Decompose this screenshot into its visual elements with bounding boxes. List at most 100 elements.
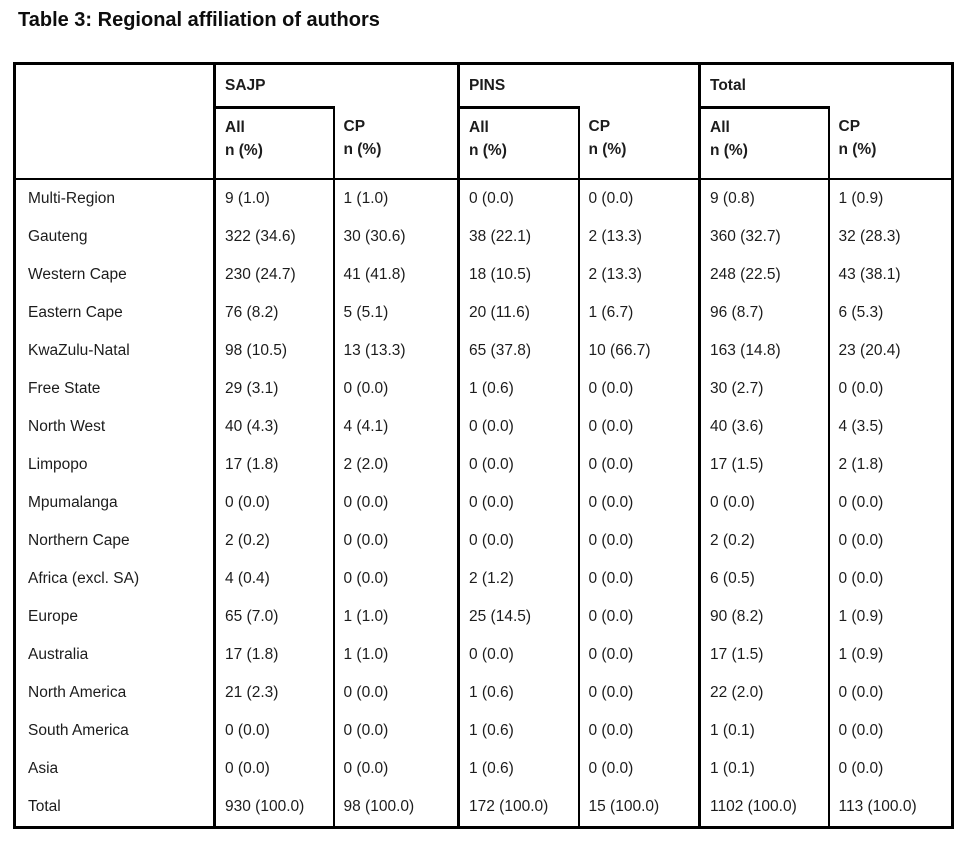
regional-affiliation-table: SAJP PINS Total All n (%) CP n (%) All n… [13, 62, 954, 829]
cell-sajp-cp: 1 (1.0) [343, 608, 389, 625]
column-header-unit: n (%) [588, 140, 627, 158]
table-row: Africa (excl. SA) 4 (0.4) 0 (0.0) 2 (1.2… [15, 560, 953, 598]
cell-total-all: 17 (1.5) [698, 636, 830, 674]
cell-pins-cp: 0 (0.0) [588, 380, 634, 397]
group-header-row: SAJP PINS Total [15, 63, 953, 108]
cell-sajp-cp: 0 (0.0) [343, 570, 389, 587]
column-header-total-cp: CP n (%) [829, 108, 953, 180]
cell-total-all: 360 (32.7) [698, 218, 830, 256]
column-header-label: CP [588, 117, 611, 135]
cell-sajp-all: 98 (10.5) [213, 332, 335, 370]
cell-pins-all: 65 (37.8) [457, 332, 580, 370]
cell-sajp-all: 230 (24.7) [213, 256, 335, 294]
cell-total-cp: 43 (38.1) [838, 266, 901, 283]
column-header-unit: n (%) [343, 140, 382, 158]
cell-total-cp: 6 (5.3) [838, 304, 884, 321]
cell-total-cp: 0 (0.0) [838, 760, 884, 777]
region-label: South America [28, 722, 129, 739]
cell-total-cp: 1 (0.9) [838, 608, 884, 625]
cell-pins-all: 1 (0.6) [457, 674, 580, 712]
cell-sajp-all: 930 (100.0) [213, 788, 335, 828]
region-label: Asia [28, 760, 59, 777]
cell-total-all: 2 (0.2) [698, 522, 830, 560]
cell-total-cp: 4 (3.5) [838, 418, 884, 435]
sub-header-row: All n (%) CP n (%) All n (%) CP n (%) Al… [15, 106, 953, 180]
column-header-sajp-all: All n (%) [213, 106, 335, 179]
cell-total-cp: 0 (0.0) [838, 570, 884, 587]
region-label: Australia [28, 646, 89, 663]
column-header-pins-cp: CP n (%) [579, 108, 700, 180]
cell-total-cp: 0 (0.0) [838, 494, 884, 511]
cell-sajp-cp: 41 (41.8) [343, 266, 406, 283]
cell-pins-cp: 0 (0.0) [588, 608, 634, 625]
region-label: Mpumalanga [28, 494, 118, 511]
column-header-pins-all: All n (%) [457, 106, 580, 179]
table-row: Asia 0 (0.0) 0 (0.0) 1 (0.6) 0 (0.0) 1 (… [15, 750, 953, 788]
cell-sajp-all: 29 (3.1) [213, 370, 335, 408]
cell-sajp-all: 17 (1.8) [213, 636, 335, 674]
cell-pins-cp: 10 (66.7) [588, 342, 651, 359]
column-header-sajp-cp: CP n (%) [334, 108, 459, 180]
cell-sajp-cp: 0 (0.0) [343, 760, 389, 777]
cell-sajp-cp: 0 (0.0) [343, 380, 389, 397]
table-row: Eastern Cape 76 (8.2) 5 (5.1) 20 (11.6) … [15, 294, 953, 332]
table-row: Total 930 (100.0) 98 (100.0) 172 (100.0)… [15, 788, 953, 828]
cell-total-cp: 32 (28.3) [838, 228, 901, 245]
cell-sajp-all: 4 (0.4) [213, 560, 335, 598]
cell-pins-cp: 0 (0.0) [588, 646, 634, 663]
cell-pins-cp: 0 (0.0) [588, 532, 634, 549]
cell-total-cp: 113 (100.0) [838, 798, 917, 815]
cell-pins-all: 2 (1.2) [457, 560, 580, 598]
cell-pins-all: 0 (0.0) [457, 179, 580, 218]
cell-pins-cp: 0 (0.0) [588, 684, 634, 701]
cell-sajp-cp: 13 (13.3) [343, 342, 406, 359]
cell-total-cp: 0 (0.0) [838, 380, 884, 397]
table-row: Northern Cape 2 (0.2) 0 (0.0) 0 (0.0) 0 … [15, 522, 953, 560]
cell-pins-all: 0 (0.0) [457, 636, 580, 674]
region-label: Western Cape [28, 266, 127, 283]
table-row: Multi-Region 9 (1.0) 1 (1.0) 0 (0.0) 0 (… [15, 179, 953, 218]
region-label: Eastern Cape [28, 304, 123, 321]
cell-sajp-all: 17 (1.8) [213, 446, 335, 484]
table-row: Gauteng 322 (34.6) 30 (30.6) 38 (22.1) 2… [15, 218, 953, 256]
table-row: Mpumalanga 0 (0.0) 0 (0.0) 0 (0.0) 0 (0.… [15, 484, 953, 522]
cell-pins-all: 0 (0.0) [457, 484, 580, 522]
cell-pins-all: 0 (0.0) [457, 408, 580, 446]
cell-pins-all: 0 (0.0) [457, 522, 580, 560]
cell-pins-cp: 0 (0.0) [588, 456, 634, 473]
cell-total-cp: 23 (20.4) [838, 342, 901, 359]
cell-sajp-cp: 30 (30.6) [343, 228, 406, 245]
cell-sajp-cp: 2 (2.0) [343, 456, 389, 473]
column-header-label: CP [838, 117, 861, 135]
cell-total-cp: 2 (1.8) [838, 456, 884, 473]
column-header-label: All [225, 119, 245, 136]
table-row: North West 40 (4.3) 4 (4.1) 0 (0.0) 0 (0… [15, 408, 953, 446]
cell-sajp-all: 0 (0.0) [213, 484, 335, 522]
cell-pins-cp: 0 (0.0) [588, 418, 634, 435]
column-header-label: CP [343, 117, 366, 135]
cell-pins-all: 20 (11.6) [457, 294, 580, 332]
column-group-pins: PINS [457, 63, 700, 108]
cell-pins-all: 25 (14.5) [457, 598, 580, 636]
region-label: North America [28, 684, 127, 701]
cell-pins-cp: 0 (0.0) [588, 760, 634, 777]
cell-pins-all: 172 (100.0) [457, 788, 580, 828]
cell-sajp-cp: 4 (4.1) [343, 418, 389, 435]
cell-total-all: 6 (0.5) [698, 560, 830, 598]
cell-total-all: 1 (0.1) [698, 712, 830, 750]
column-header-unit: n (%) [710, 142, 748, 159]
region-label: Northern Cape [28, 532, 130, 549]
cell-total-cp: 0 (0.0) [838, 684, 884, 701]
cell-sajp-all: 9 (1.0) [213, 179, 335, 218]
cell-sajp-cp: 5 (5.1) [343, 304, 389, 321]
cell-pins-cp: 1 (6.7) [588, 304, 634, 321]
column-header-label: All [710, 119, 730, 136]
cell-pins-cp: 0 (0.0) [588, 190, 634, 207]
cell-sajp-all: 40 (4.3) [213, 408, 335, 446]
cell-pins-all: 1 (0.6) [457, 370, 580, 408]
cell-pins-all: 0 (0.0) [457, 446, 580, 484]
column-header-unit: n (%) [469, 142, 507, 159]
column-header-total-all: All n (%) [698, 106, 830, 179]
column-group-sajp: SAJP [213, 63, 459, 108]
cell-sajp-all: 0 (0.0) [213, 750, 335, 788]
